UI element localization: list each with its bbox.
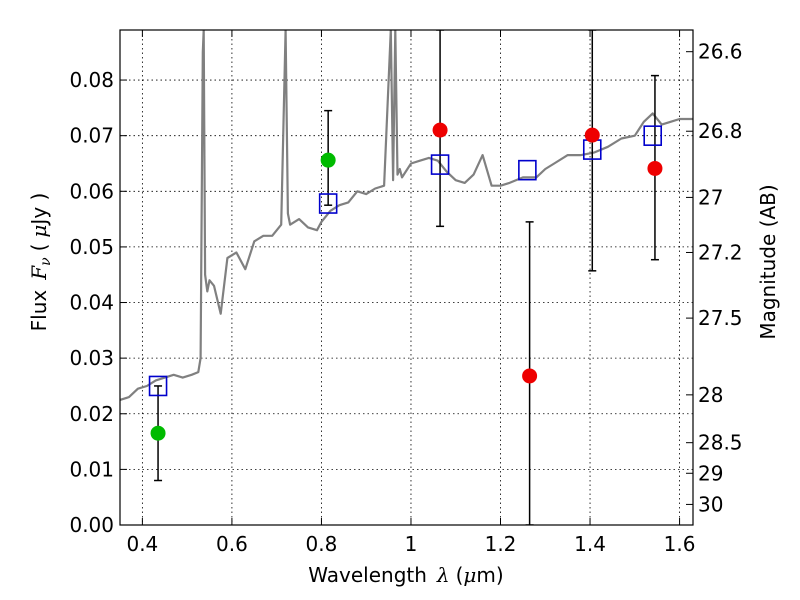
observed-flux-marker	[647, 160, 663, 176]
y-tick-label: 0.02	[69, 402, 114, 426]
y2-tick-label: 30	[698, 492, 723, 516]
model-photometry-marker	[148, 375, 168, 397]
y-tick-label: 0.06	[69, 179, 114, 203]
observed-flux-marker	[522, 368, 538, 384]
y-tick-label: 0.07	[69, 124, 114, 148]
y-axis-label: FluxFν(μJy )	[27, 193, 54, 332]
x-tick-label: 1.4	[574, 532, 606, 556]
y2-tick-label: 27.2	[698, 240, 743, 264]
plot-frame	[119, 29, 694, 526]
series-layer	[120, 30, 693, 525]
y2-tick-label: 26.8	[698, 119, 743, 143]
y2-tick-label: 27.5	[698, 306, 743, 330]
model-photometry-marker	[518, 159, 537, 181]
x-tick-label: 1	[405, 532, 418, 556]
y-tick-label: 0.03	[69, 346, 114, 370]
x-tick-label: 1.6	[664, 532, 696, 556]
plot-background	[120, 30, 693, 525]
y-tick-label: 0.08	[69, 68, 114, 92]
y2-tick-label: 27	[698, 185, 723, 209]
y-tick-label: 0.01	[69, 457, 114, 481]
ticks: 0.4 0.6 0.8 1 1.2 1.4 1.6 0.00 0.01 0.02 0.03 0.04 0…	[69, 30, 743, 556]
x-tick-label: 0.4	[126, 532, 158, 556]
y2-tick-label: 28.5	[698, 431, 743, 455]
x-tick-label: 0.8	[306, 532, 338, 556]
y2-tick-label: 26.6	[698, 40, 743, 64]
model-photometry-marker	[643, 125, 663, 146]
model-spectrum-line	[120, 30, 693, 401]
x-tick-label: 0.6	[216, 532, 248, 556]
observed-flux-marker	[432, 122, 448, 138]
y2-tick-label: 28	[698, 383, 723, 407]
x-axis-label: Wavelength λ (μm)	[308, 563, 503, 587]
observed-flux-marker	[320, 152, 336, 168]
model-photometry-marker	[430, 154, 450, 175]
model-photometry-marker	[318, 193, 338, 214]
y-tick-label: 0.05	[69, 235, 114, 259]
y2-tick-label: 29	[698, 461, 723, 485]
y2-axis-label: Magnitude (AB)	[756, 184, 780, 339]
x-tick-label: 1.2	[485, 532, 517, 556]
y-tick-label: 0.00	[69, 513, 114, 537]
y-tick-label: 0.04	[69, 291, 114, 315]
observed-flux-marker	[584, 127, 600, 143]
observed-flux-marker	[150, 425, 166, 441]
